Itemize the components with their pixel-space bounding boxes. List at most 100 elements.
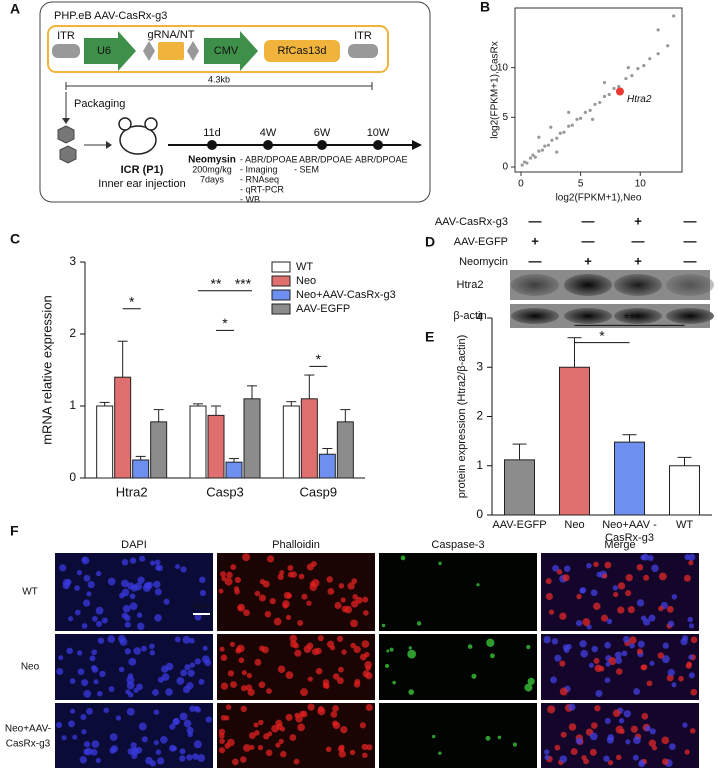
y-tick-label: 0 xyxy=(69,470,76,484)
cell xyxy=(285,671,294,679)
cell xyxy=(598,665,605,672)
y-tick-label: 10 xyxy=(497,62,509,73)
panel-label: B xyxy=(480,0,490,15)
cell xyxy=(326,576,333,583)
cell xyxy=(603,755,610,763)
cell xyxy=(74,585,80,591)
cell xyxy=(264,610,272,618)
cell xyxy=(591,722,598,729)
arrow-head xyxy=(62,118,70,124)
significance-label: * xyxy=(316,351,322,367)
cell xyxy=(131,747,138,754)
cell xyxy=(607,734,615,741)
scatter-point xyxy=(575,117,579,121)
cell xyxy=(688,553,696,561)
cell xyxy=(67,616,74,622)
cell xyxy=(354,678,361,685)
timeline-item: 7days xyxy=(200,174,225,184)
cell xyxy=(61,735,67,741)
cell xyxy=(306,642,314,650)
cell xyxy=(298,573,305,580)
cell xyxy=(641,712,649,720)
cell xyxy=(219,646,225,652)
cell xyxy=(524,683,533,692)
cell xyxy=(156,757,165,765)
cell xyxy=(230,564,237,571)
cell xyxy=(263,733,270,740)
cell xyxy=(204,659,212,667)
cell xyxy=(559,755,568,763)
cell xyxy=(662,642,669,649)
cell xyxy=(184,664,191,671)
treatment-symbol: + xyxy=(584,253,592,268)
cell xyxy=(596,571,602,578)
cell xyxy=(129,593,136,600)
cell xyxy=(218,588,224,594)
cell xyxy=(224,577,233,586)
bar xyxy=(504,459,535,516)
legend-swatch xyxy=(271,289,291,301)
cell xyxy=(545,592,553,601)
treatment-label: Neomycin xyxy=(459,256,508,268)
timepoint xyxy=(207,140,217,150)
cell xyxy=(253,722,259,728)
cell xyxy=(467,644,473,649)
cell xyxy=(338,666,344,673)
cell xyxy=(651,745,658,751)
cell xyxy=(271,724,279,733)
mouse-ear xyxy=(118,117,132,131)
cell xyxy=(233,586,240,592)
timeline-item: - ABR/DPOAE xyxy=(350,154,408,164)
cell xyxy=(266,688,272,695)
cell xyxy=(580,649,589,658)
cell xyxy=(325,746,332,753)
cell xyxy=(564,565,571,572)
panel-label: F xyxy=(10,523,19,539)
cell xyxy=(74,609,81,616)
column-header: DAPI xyxy=(121,539,147,551)
cell xyxy=(644,725,651,732)
cell xyxy=(300,688,309,697)
cell xyxy=(179,712,188,721)
cell xyxy=(642,618,651,626)
cell xyxy=(576,593,582,600)
y-tick-label: 3 xyxy=(476,359,483,373)
y-tick-label: 1 xyxy=(476,458,483,472)
cell xyxy=(172,718,179,726)
scatter-point xyxy=(570,123,574,127)
cell xyxy=(118,592,125,599)
scatter-point xyxy=(602,80,607,85)
cell xyxy=(614,651,622,659)
cell xyxy=(602,573,608,579)
cell xyxy=(605,661,611,667)
cell xyxy=(137,622,145,631)
panel-label: D xyxy=(425,234,435,250)
bar xyxy=(96,405,114,479)
cell xyxy=(165,662,174,671)
cell xyxy=(649,660,655,666)
cell xyxy=(621,650,628,657)
cell xyxy=(554,744,561,751)
cell xyxy=(690,636,698,644)
timeline-item: 200mg/kg xyxy=(192,164,232,174)
cell xyxy=(76,570,83,576)
cell xyxy=(559,612,567,620)
timeline-item: - WB xyxy=(240,194,260,204)
scatter-point xyxy=(630,73,634,78)
cell xyxy=(687,616,693,623)
cell xyxy=(591,645,599,653)
cell xyxy=(612,709,621,717)
cell xyxy=(471,673,477,679)
cell xyxy=(195,706,202,713)
cell xyxy=(688,654,694,660)
cell xyxy=(165,688,173,696)
cell xyxy=(568,703,576,711)
cell xyxy=(198,678,205,685)
cell xyxy=(169,723,176,730)
legend-swatch xyxy=(271,261,291,273)
panel-label: C xyxy=(10,231,20,247)
cell xyxy=(246,672,253,679)
significance-label: ** xyxy=(624,310,635,326)
cell xyxy=(595,689,603,698)
cell xyxy=(289,640,298,648)
